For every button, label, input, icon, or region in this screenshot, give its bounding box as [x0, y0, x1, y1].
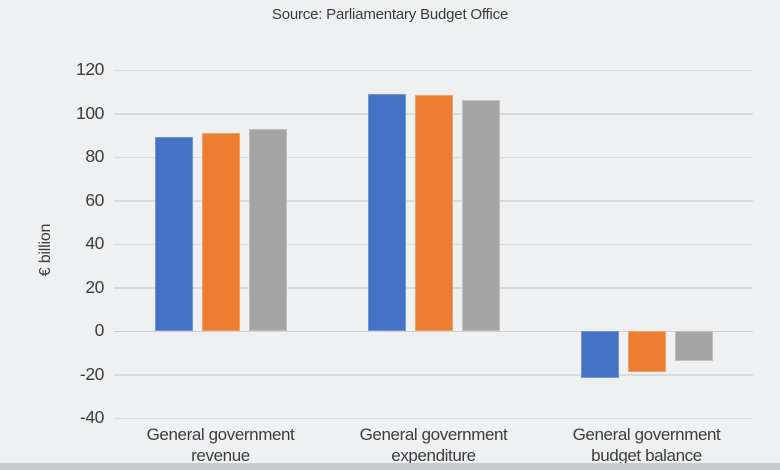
y-tick-label: 100	[76, 102, 104, 123]
bar-grey-category-2	[674, 331, 713, 362]
plot-area	[114, 69, 753, 419]
y-tick-label: -40	[79, 407, 104, 428]
bar-grey-category-1	[461, 100, 500, 331]
bar-orange-category-0	[201, 133, 240, 331]
y-tick-label: 0	[94, 320, 105, 341]
bar-blue-category-1	[367, 93, 406, 331]
bottom-window-edge	[0, 463, 780, 470]
y-axis-label: € billion	[37, 223, 54, 277]
bar-orange-category-2	[627, 331, 666, 373]
gridline	[114, 417, 753, 419]
x-category-label: General government budget balance	[572, 425, 721, 465]
bar-blue-category-2	[580, 331, 619, 378]
y-tick-label: 120	[76, 59, 104, 80]
y-tick-label: 40	[85, 233, 104, 254]
bar-grey-category-0	[248, 128, 287, 331]
bar-orange-category-1	[414, 95, 453, 331]
y-tick-label: 80	[85, 146, 104, 167]
x-category-label: General government expenditure	[359, 425, 508, 465]
x-category-label: General government revenue	[146, 425, 295, 465]
y-tick-label: 20	[85, 276, 104, 297]
gridline	[114, 69, 753, 71]
bar-blue-category-0	[154, 137, 193, 331]
y-tick-label: 60	[85, 189, 104, 210]
y-tick-label: -20	[79, 363, 104, 384]
zero-gridline	[114, 330, 753, 332]
chart-title: Source: Parliamentary Budget Office	[271, 6, 509, 23]
gridline	[114, 374, 753, 376]
